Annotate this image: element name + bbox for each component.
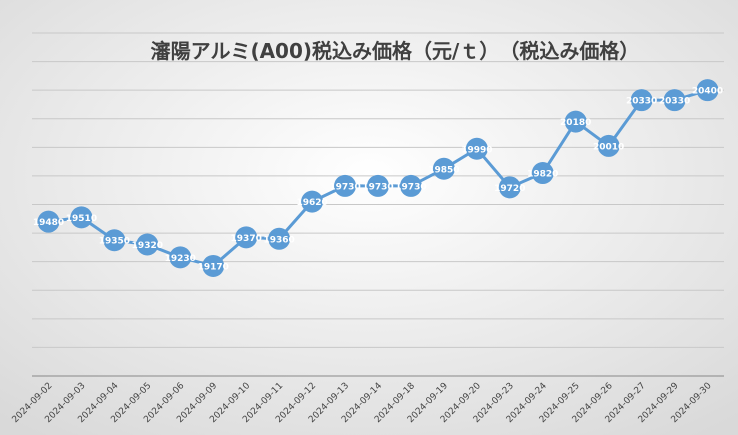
data-label: 20180 — [560, 118, 591, 128]
data-label: 19350 — [99, 237, 130, 247]
point — [696, 79, 719, 102]
data-label: 19370 — [231, 234, 262, 244]
point — [465, 137, 488, 160]
data-label: 19990 — [461, 145, 492, 155]
point — [630, 89, 653, 112]
point — [564, 110, 587, 133]
data-label: 19510 — [66, 214, 97, 224]
data-label: 19730 — [362, 182, 393, 192]
data-label: 19360 — [263, 235, 294, 245]
point — [268, 227, 291, 250]
point — [136, 233, 159, 256]
data-label: 19850 — [428, 165, 459, 175]
point — [202, 254, 225, 277]
point — [37, 210, 60, 233]
data-label: 19620 — [296, 198, 327, 208]
point — [367, 174, 389, 197]
point — [531, 162, 554, 185]
data-label: 20330 — [659, 97, 690, 107]
point — [301, 190, 324, 213]
point — [399, 174, 422, 197]
chart-title: 瀋陽アルミ(A00)税込み価格（元/ｔ） （税込み価格） — [151, 39, 640, 63]
point — [103, 229, 126, 252]
point — [169, 246, 192, 269]
data-label: 20330 — [626, 97, 657, 107]
data-label: 19730 — [395, 182, 426, 192]
data-label: 20400 — [692, 87, 723, 97]
point — [432, 157, 455, 180]
data-label: 19320 — [132, 241, 163, 251]
point — [235, 226, 258, 249]
data-label: 19480 — [33, 218, 64, 228]
data-label: 19730 — [329, 182, 360, 192]
data-label: 19720 — [494, 184, 525, 194]
data-label: 20010 — [593, 142, 624, 152]
data-label: 19170 — [198, 262, 229, 272]
point — [663, 89, 686, 112]
point — [334, 174, 357, 197]
data-label: 19230 — [165, 254, 196, 264]
point — [70, 206, 93, 229]
point — [597, 134, 620, 157]
data-label: 19820 — [527, 170, 558, 180]
point — [498, 176, 521, 199]
